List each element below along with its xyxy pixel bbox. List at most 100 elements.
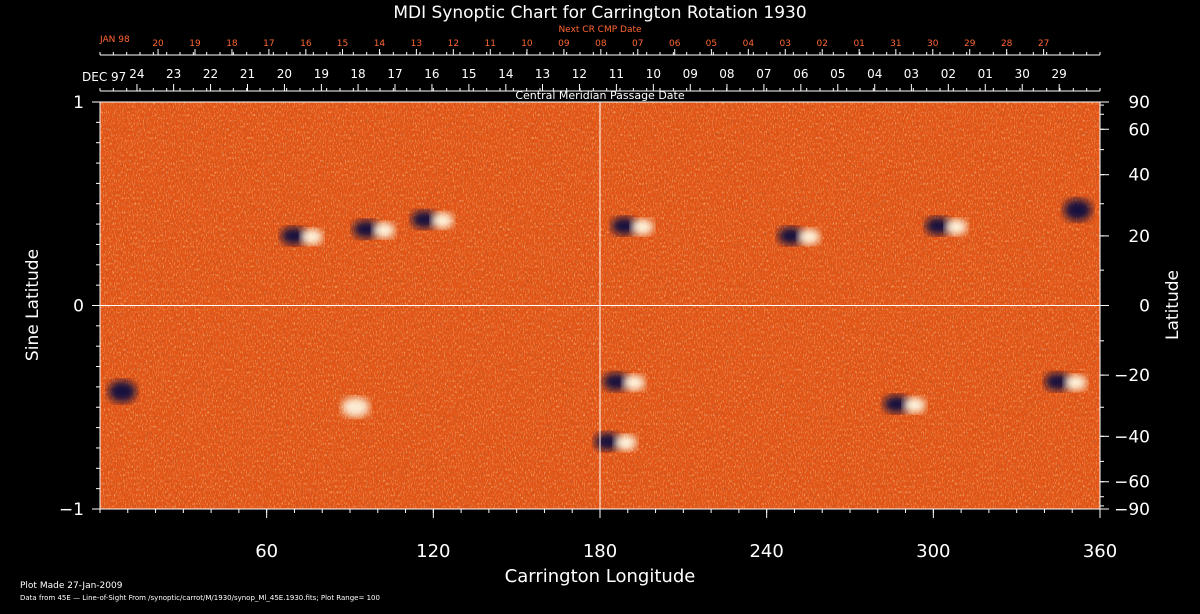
negative-polarity-patch xyxy=(1044,372,1071,391)
bottom-tick-label: 360 xyxy=(1083,541,1117,562)
left-tick-label: −1 xyxy=(59,500,84,520)
active-region xyxy=(778,226,820,245)
right-tick-label: 0 xyxy=(1139,297,1150,317)
next-cr-month-label: JAN 98 xyxy=(99,35,130,45)
cmp-tick-label: 07 xyxy=(756,67,771,81)
bottom-tick-label: 240 xyxy=(749,541,783,562)
next-cr-tick-label: 19 xyxy=(189,39,201,49)
right-tick-label: 20 xyxy=(1128,227,1150,247)
cmp-tick-label: 01 xyxy=(978,67,993,81)
next-cr-tick-label: 03 xyxy=(780,39,791,49)
cmp-tick-label: 08 xyxy=(719,67,734,81)
next-cr-tick-label: 20 xyxy=(152,39,164,49)
next-cr-tick-label: 27 xyxy=(1038,39,1049,49)
active-region xyxy=(108,380,137,403)
cmp-tick-label: 21 xyxy=(240,67,255,81)
cmp-tick-label: 24 xyxy=(129,67,144,81)
cmp-tick-label: 18 xyxy=(350,67,365,81)
next-cr-tick-label: 16 xyxy=(300,39,312,49)
negative-polarity-patch xyxy=(411,210,438,229)
bottom-tick-label: 120 xyxy=(416,541,450,562)
cmp-tick-label: 13 xyxy=(535,67,550,81)
negative-polarity-patch xyxy=(594,432,621,451)
active-region xyxy=(341,397,370,418)
cmp-tick-label: 06 xyxy=(793,67,808,81)
active-region xyxy=(883,395,926,414)
active-regions-layer xyxy=(108,198,1092,451)
right-tick-label: 60 xyxy=(1128,120,1150,140)
active-region xyxy=(603,372,645,391)
cmp-axis-label: Central Meridian Passage Date xyxy=(515,89,684,102)
positive-polarity-patch xyxy=(945,218,968,235)
cmp-tick-label: 17 xyxy=(387,67,402,81)
cmp-tick-label: 05 xyxy=(830,67,845,81)
cmp-tick-label: 09 xyxy=(683,67,698,81)
bottom-tick-label: 60 xyxy=(255,541,278,562)
negative-polarity-patch xyxy=(1063,198,1092,221)
chart-title: MDI Synoptic Chart for Carrington Rotati… xyxy=(393,3,806,23)
positive-polarity-patch xyxy=(614,434,637,451)
positive-polarity-patch xyxy=(341,397,370,418)
cmp-tick-label: 12 xyxy=(572,67,587,81)
magnetogram-plot-area xyxy=(99,101,1101,510)
negative-polarity-patch xyxy=(353,220,379,239)
left-tick-label: 1 xyxy=(73,93,84,113)
right-axis-ticks: 90 60 40 20 0 −20 −40 −60 −90 xyxy=(1100,93,1150,520)
next-cr-date-ticks: 20 19 18 17 16 15 14 13 12 11 10 09 08 07 06 05 04 03 02 01… xyxy=(99,39,1101,55)
cmp-tick-label: 22 xyxy=(203,67,218,81)
negative-polarity-patch xyxy=(611,216,638,235)
x-axis-label: Carrington Longitude xyxy=(505,566,696,587)
right-tick-label: −40 xyxy=(1114,427,1150,447)
next-cr-tick-label: 01 xyxy=(853,39,864,49)
positive-polarity-patch xyxy=(300,228,323,245)
y-axis-label-right: Latitude xyxy=(1163,270,1183,340)
cmp-tick-label: 03 xyxy=(904,67,919,81)
next-cr-tick-label: 05 xyxy=(706,39,717,49)
next-cr-tick-label: 18 xyxy=(226,39,238,49)
next-cr-tick-label: 10 xyxy=(521,39,533,49)
active-region xyxy=(1063,198,1092,221)
cmp-tick-label: 20 xyxy=(277,67,292,81)
left-tick-label: 0 xyxy=(73,297,84,317)
negative-polarity-patch xyxy=(603,372,629,391)
negative-polarity-patch xyxy=(280,226,307,245)
next-cr-tick-label: 06 xyxy=(669,39,681,49)
next-cr-tick-label: 09 xyxy=(558,39,570,49)
cmp-tick-label: 19 xyxy=(314,67,329,81)
cmp-tick-label: 10 xyxy=(646,67,661,81)
bottom-tick-label: 180 xyxy=(583,541,617,562)
next-cr-tick-label: 29 xyxy=(964,39,976,49)
next-cr-tick-label: 12 xyxy=(448,39,459,49)
active-region xyxy=(1044,372,1087,391)
cmp-tick-label: 11 xyxy=(609,67,624,81)
cmp-tick-label: 04 xyxy=(867,67,882,81)
cmp-tick-label: 02 xyxy=(941,67,956,81)
active-region xyxy=(411,210,454,229)
next-cr-tick-label: 08 xyxy=(595,39,607,49)
next-cr-tick-label: 14 xyxy=(374,39,386,49)
right-tick-label: −90 xyxy=(1114,500,1150,520)
y-axis-label-left: Sine Latitude xyxy=(23,249,43,361)
negative-polarity-patch xyxy=(108,380,137,403)
next-cr-tick-label: 15 xyxy=(337,39,348,49)
cmp-tick-label: 23 xyxy=(166,67,181,81)
active-region xyxy=(280,226,323,245)
negative-polarity-patch xyxy=(778,226,804,245)
cmp-tick-label: 16 xyxy=(424,67,439,81)
next-cr-tick-label: 17 xyxy=(263,39,274,49)
right-tick-label: −60 xyxy=(1114,473,1150,493)
right-tick-label: −20 xyxy=(1114,366,1150,386)
positive-polarity-patch xyxy=(903,397,926,414)
right-tick-label: 40 xyxy=(1128,166,1150,186)
plot-made-note: Plot Made 27-Jan-2009 xyxy=(20,581,123,591)
cmp-tick-label: 29 xyxy=(1052,67,1067,81)
positive-polarity-patch xyxy=(631,218,654,235)
active-region xyxy=(353,220,395,239)
positive-polarity-patch xyxy=(798,228,820,245)
next-cr-tick-label: 31 xyxy=(890,39,901,49)
right-tick-label: 90 xyxy=(1128,93,1150,113)
next-cr-tick-label: 11 xyxy=(485,39,496,49)
next-cr-tick-label: 04 xyxy=(743,39,755,49)
